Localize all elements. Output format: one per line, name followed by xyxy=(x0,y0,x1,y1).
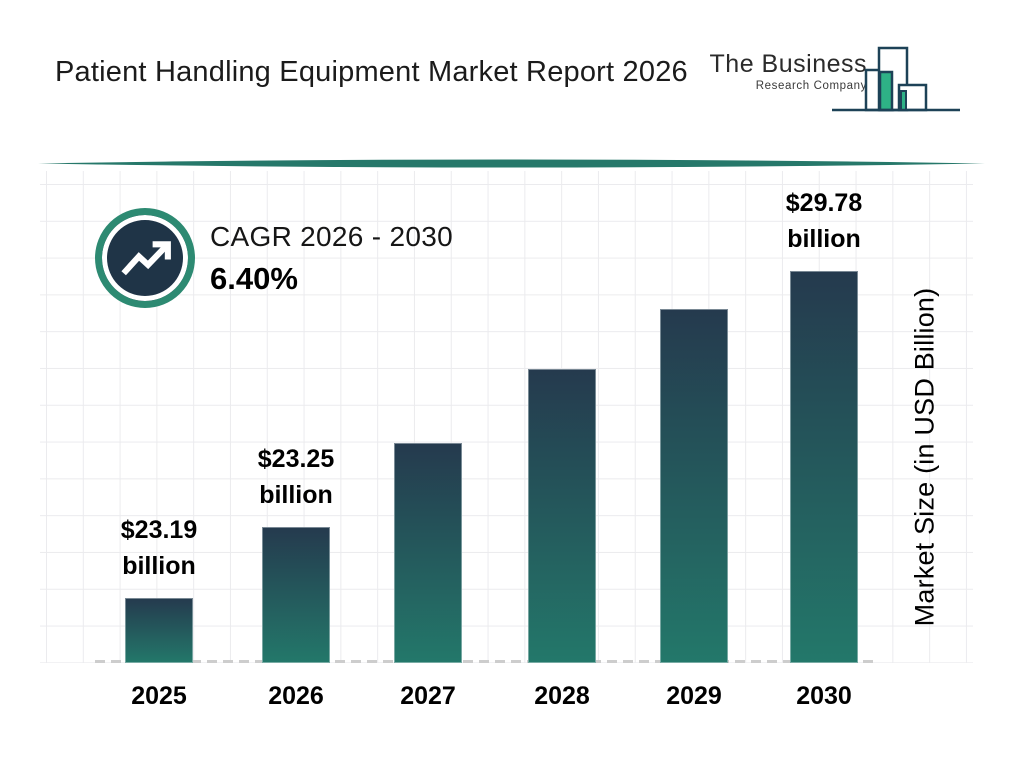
divider-line xyxy=(38,159,985,168)
x-axis-line xyxy=(95,660,877,663)
page-title: Patient Handling Equipment Market Report… xyxy=(55,56,688,88)
company-logo: The Business Research Company xyxy=(710,38,980,118)
cagr-text-block: CAGR 2026 - 2030 6.40% xyxy=(210,221,453,297)
cagr-badge xyxy=(95,208,195,308)
x-tick-2030: 2030 xyxy=(796,682,852,710)
trending-up-icon xyxy=(121,241,171,276)
x-tick-2027: 2027 xyxy=(400,682,456,710)
logo-bar-chart-icon xyxy=(832,46,960,112)
x-tick-2028: 2028 xyxy=(534,682,590,710)
x-tick-2026: 2026 xyxy=(268,682,324,710)
x-tick-2029: 2029 xyxy=(666,682,722,710)
logo-name: The Business xyxy=(709,50,867,78)
y-axis-title: Market Size (in USD Billion) xyxy=(909,287,940,627)
cagr-value: 6.40% xyxy=(210,261,298,296)
cagr-label: CAGR 2026 - 2030 xyxy=(210,221,453,252)
x-tick-2025: 2025 xyxy=(131,682,187,710)
logo-subtitle: Research Company xyxy=(755,80,867,92)
